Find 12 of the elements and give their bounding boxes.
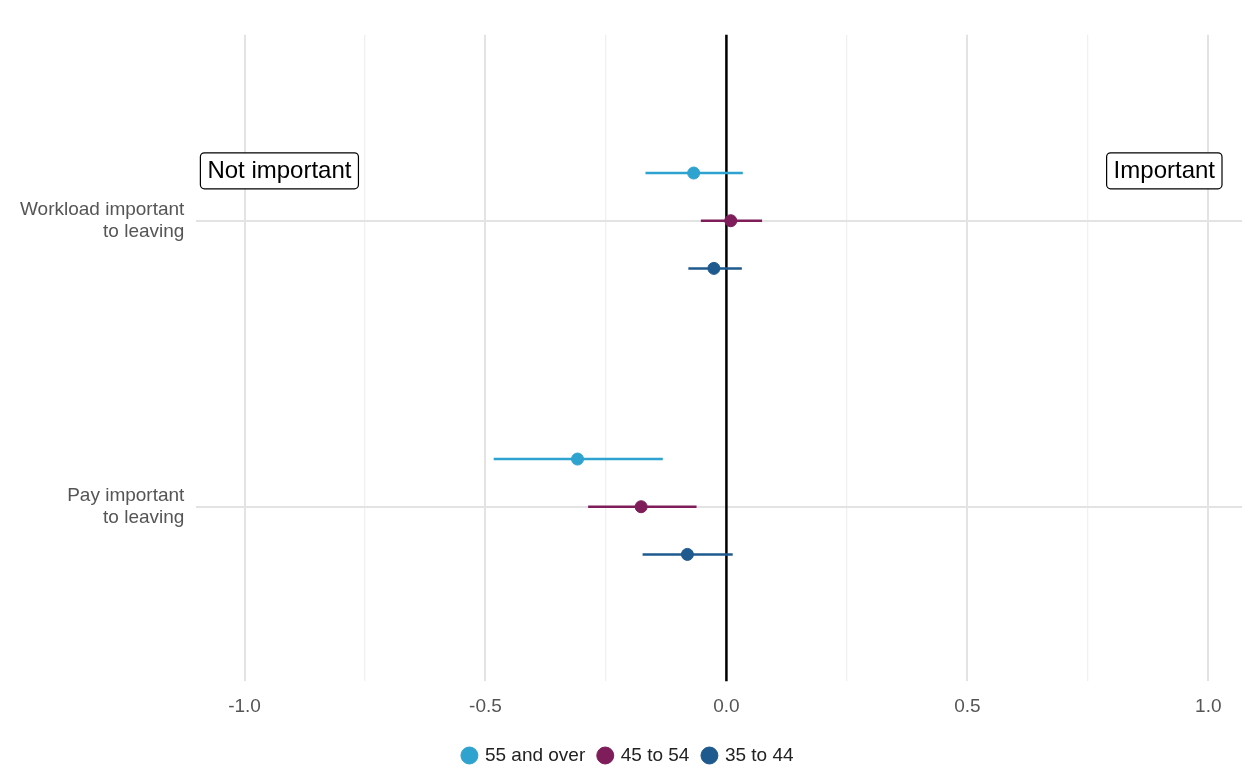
legend-label: 45 to 54 (620, 743, 690, 765)
y-tick-label: Pay important to leaving (67, 483, 186, 528)
x-tick-label: 0.0 (713, 694, 740, 716)
legend-label: 35 to 44 (724, 743, 795, 765)
legend-label: 55 and over (484, 743, 586, 765)
y-tick-label: Workload important to leaving (19, 197, 186, 242)
x-tick-label: 0.5 (954, 694, 981, 716)
x-tick-label: -0.5 (469, 694, 502, 716)
x-tick-label: -1.0 (228, 694, 261, 716)
annotation: Not important (207, 156, 352, 184)
x-tick-label: 1.0 (1195, 694, 1222, 716)
annotation: Important (1113, 156, 1216, 184)
